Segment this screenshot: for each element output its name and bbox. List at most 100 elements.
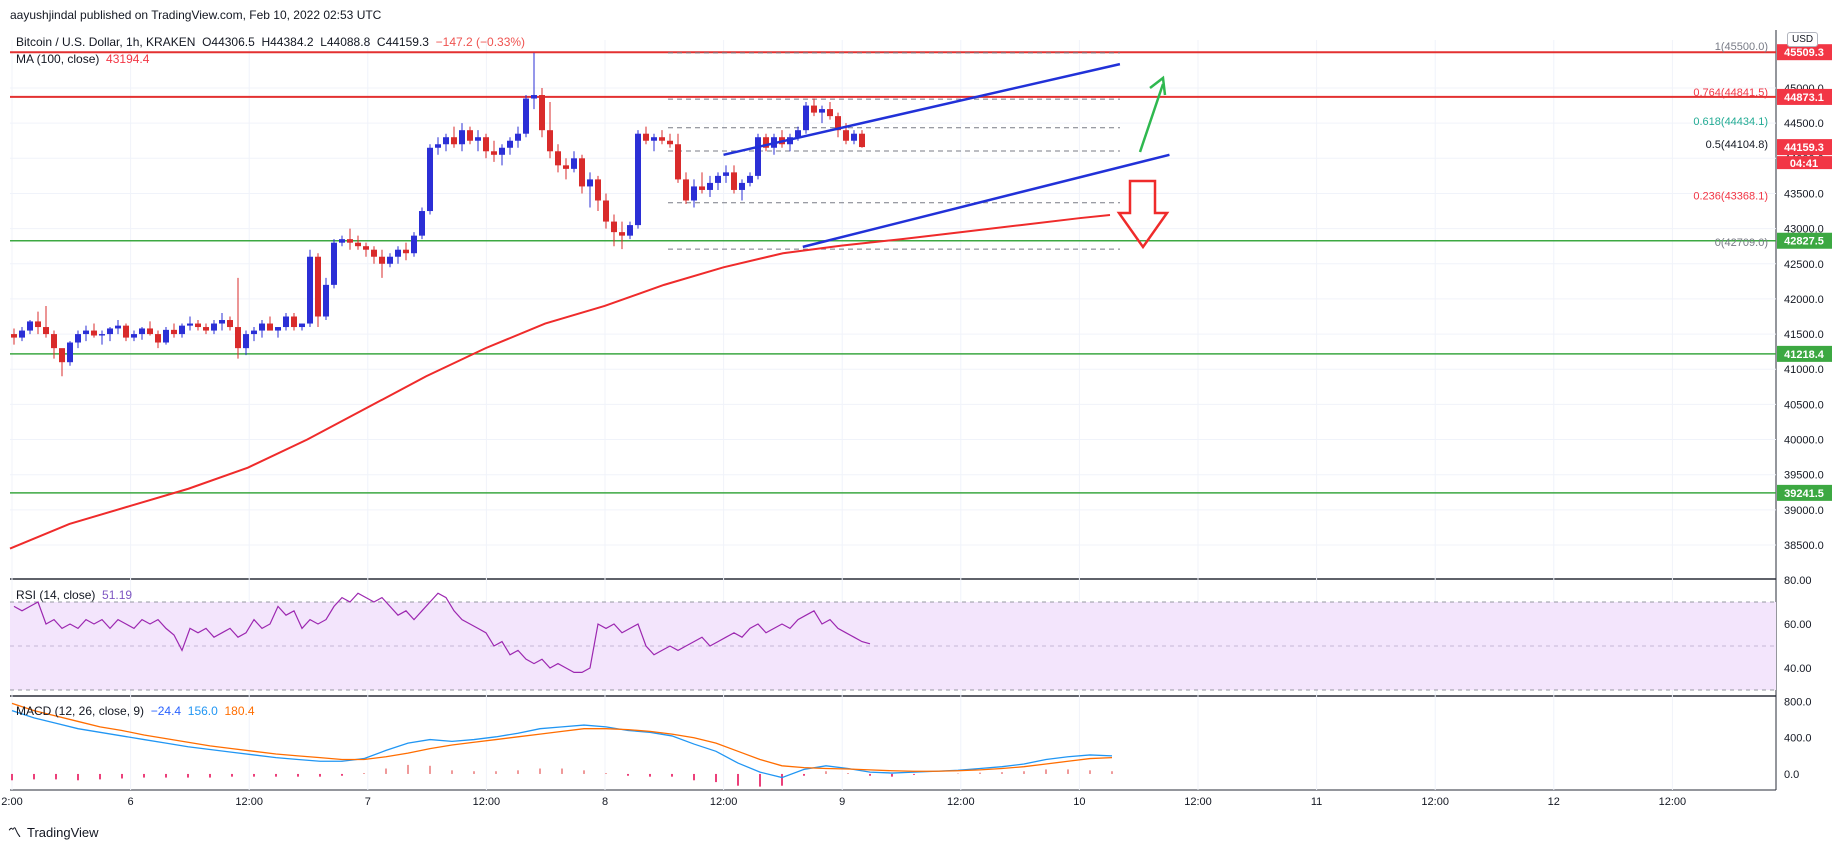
ohlc-open: O44306.5	[202, 35, 255, 49]
candle-body	[323, 284, 329, 317]
candle-body	[411, 235, 417, 254]
candle-body	[587, 179, 593, 187]
candle-body	[219, 320, 225, 324]
candle-body	[747, 175, 753, 183]
candle-body	[491, 151, 497, 155]
candle-body	[115, 325, 121, 329]
price-badge: 44873.1	[1777, 88, 1832, 105]
candle-body	[347, 239, 353, 243]
candle-body	[571, 158, 577, 169]
fib-level-label: 0.764(44841.5)	[1693, 87, 1768, 99]
candle-body	[19, 330, 25, 338]
ma100-line	[9, 213, 1111, 550]
symbol-title: Bitcoin / U.S. Dollar, 1h, KRAKEN	[16, 35, 196, 49]
price-badge: 45509.3	[1777, 44, 1832, 61]
x-tick-label: 12:00	[710, 796, 738, 808]
candle-body	[563, 165, 569, 169]
candle-body	[155, 334, 161, 343]
candle-body	[603, 200, 609, 222]
candle-body	[131, 334, 137, 338]
candle-body	[435, 144, 441, 148]
fib-level-label: 0.618(44434.1)	[1693, 116, 1768, 128]
price-badge-label: 04:41	[1790, 158, 1818, 170]
price-badge-label: 44159.3	[1784, 142, 1824, 154]
published-by: aayushjindal published on TradingView.co…	[10, 8, 382, 22]
macd-line	[11, 709, 1113, 779]
ohlc-close: C44159.3	[376, 35, 429, 49]
candle-body	[387, 256, 393, 264]
candle-body	[419, 211, 425, 236]
candle-body	[499, 147, 505, 155]
currency-button[interactable]: USD	[1787, 32, 1819, 47]
candle-body	[443, 137, 449, 145]
x-tick-label: 12:00	[1421, 796, 1449, 808]
candle-body	[547, 130, 553, 152]
rsi-legend[interactable]: RSI (14, close) 51.19	[16, 588, 132, 602]
candle-body	[355, 242, 361, 247]
candle-body	[283, 316, 289, 328]
ma-legend[interactable]: MA (100, close) 43194.4	[16, 52, 149, 66]
rsi-tick-label: 60.00	[1784, 619, 1812, 631]
price-tick-label: 43500.0	[1784, 188, 1824, 200]
candle-body	[331, 242, 337, 285]
candle-body	[579, 158, 585, 187]
candle-body	[307, 256, 313, 324]
price-tick-label: 41500.0	[1784, 329, 1824, 341]
histogram-value: 180.4	[224, 704, 255, 718]
channel-upper-line	[723, 62, 1121, 157]
candle-body	[811, 105, 817, 113]
candle-body	[67, 342, 73, 363]
candle-body	[315, 256, 321, 317]
candle-body	[659, 137, 665, 141]
ma-value: 43194.4	[106, 52, 150, 66]
price-badge-bg	[1777, 88, 1832, 105]
candle-body	[291, 316, 297, 328]
price-tick-label: 41000.0	[1784, 364, 1824, 376]
brand-footer[interactable]: 〽 TradingView	[8, 822, 99, 841]
ohlc-low: L44088.8	[320, 35, 371, 49]
up-arrow-icon	[1138, 83, 1165, 153]
candle-body	[539, 95, 545, 131]
price-badge-label: 44873.1	[1784, 92, 1824, 104]
candle-body	[619, 232, 625, 236]
candle-body	[459, 130, 465, 145]
candle-body	[651, 137, 657, 141]
rsi-label: RSI (14, close)	[16, 588, 96, 602]
candle-body	[35, 321, 41, 328]
x-tick-label: 12:00	[947, 796, 975, 808]
x-tick-label: 7	[365, 796, 371, 808]
candle-body	[515, 133, 521, 141]
candle-body	[451, 137, 457, 145]
candle-body	[755, 137, 761, 176]
symbol-legend[interactable]: Bitcoin / U.S. Dollar, 1h, KRAKEN O44306…	[16, 35, 525, 49]
candle-body	[555, 151, 561, 166]
candle-body	[699, 186, 705, 190]
up-arrow-icon	[1149, 75, 1167, 96]
candle-body	[523, 98, 529, 134]
price-badge-bg	[1777, 232, 1832, 249]
candle-body	[707, 182, 713, 190]
candle-body	[835, 116, 841, 131]
channel-lower-line	[802, 153, 1170, 249]
price-badge: 44159.3	[1777, 139, 1832, 156]
candle-body	[147, 328, 153, 335]
candle-body	[531, 95, 537, 99]
candle-body	[595, 179, 601, 201]
signal-value: 156.0	[187, 704, 218, 718]
candle-body	[403, 249, 409, 254]
candle-body	[859, 133, 865, 148]
macd-label: MACD (12, 26, close, 9)	[16, 704, 145, 718]
candle-body	[635, 133, 641, 226]
candle-body	[371, 249, 377, 257]
price-badge: 42827.5	[1777, 232, 1832, 249]
macd-legend[interactable]: MACD (12, 26, close, 9) −24.4 156.0 180.…	[16, 704, 255, 718]
candle-body	[667, 140, 673, 145]
candle-body	[91, 330, 97, 336]
price-tick-label: 38500.0	[1784, 540, 1824, 552]
candle-body	[643, 133, 649, 141]
ohlc-high: H44384.2	[261, 35, 314, 49]
candle-body	[139, 328, 145, 335]
candle-body	[107, 328, 113, 335]
candle-body	[75, 334, 81, 343]
